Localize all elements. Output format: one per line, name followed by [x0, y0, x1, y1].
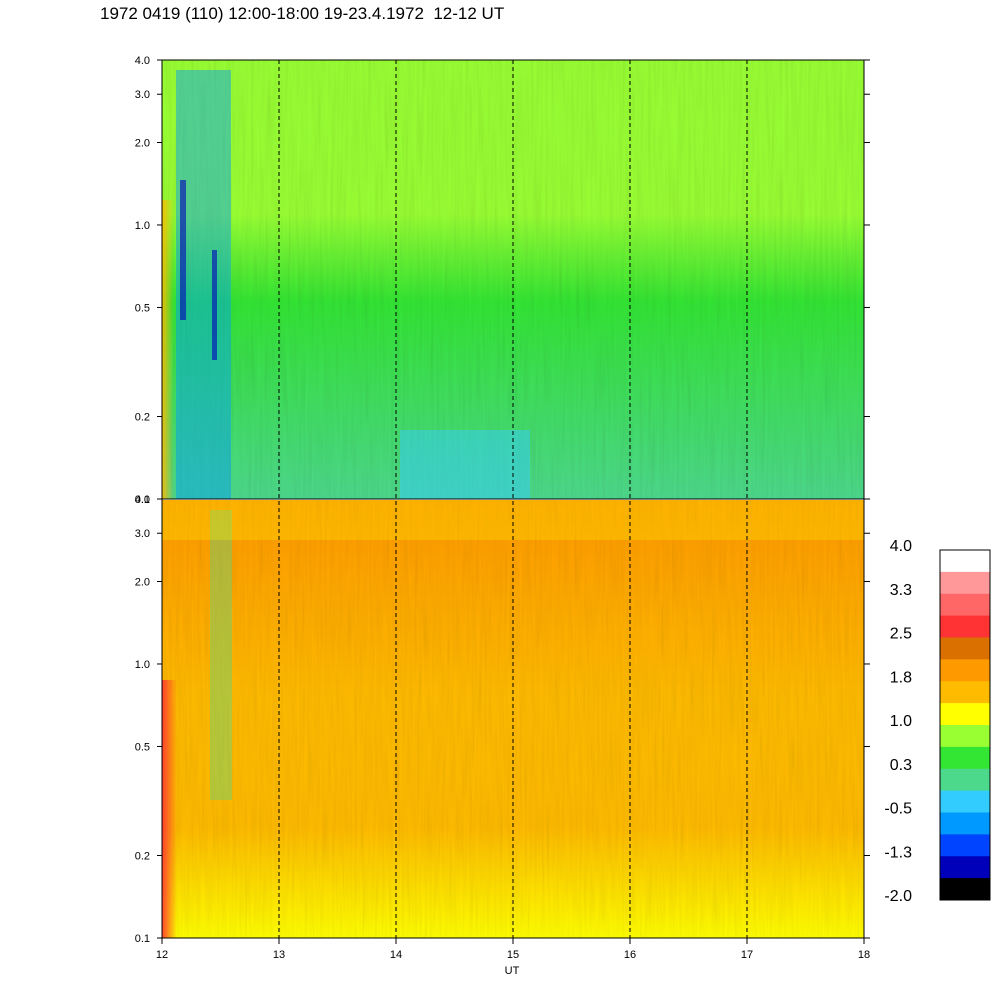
colorbar-label: -0.5 — [884, 801, 912, 818]
colorbar-label: 1.8 — [890, 669, 912, 686]
y-tick-label: 0.2 — [135, 851, 150, 863]
chart-title: 1972 0419 (110) 12:00-18:00 19-23.4.1972… — [100, 4, 505, 23]
x-tick-label: 16 — [624, 949, 636, 961]
x-axis-label: UT — [505, 965, 520, 977]
x-tick-label: 13 — [273, 949, 285, 961]
colorbar-swatch — [940, 571, 990, 595]
colorbar-label: 4.0 — [890, 538, 912, 555]
x-tick-label: 17 — [741, 949, 753, 961]
colorbar-swatch — [940, 768, 990, 792]
y-tick-label: 0.5 — [135, 741, 150, 753]
y-tick-label: 4.0 — [135, 55, 150, 67]
colorbar-swatch — [940, 615, 990, 638]
colorbar-swatch — [940, 856, 990, 879]
x-axis-ticks: 12 13 14 15 16 17 18 — [156, 938, 870, 961]
colorbar-label: -2.0 — [884, 888, 912, 905]
x-tick-label: 15 — [507, 949, 519, 961]
colorbar-labels: 4.0 3.3 2.5 1.8 1.0 0.3 -0.5 -1.3 -2.0 — [884, 538, 912, 905]
colorbar-label: 2.5 — [890, 626, 912, 643]
y-tick-label: 4.0 — [135, 494, 150, 506]
y-tick-label: 0.1 — [135, 494, 150, 506]
colorbar-swatch — [940, 550, 990, 573]
colorbar-swatch — [940, 834, 990, 857]
colorbar-label: 1.0 — [890, 713, 912, 730]
colorbar-label: 0.3 — [890, 757, 912, 774]
y-tick-label: 0.2 — [135, 412, 150, 424]
x-tick-label: 14 — [390, 949, 402, 961]
colorbar-frame — [939, 549, 991, 901]
y-tick-label: 2.0 — [135, 137, 150, 149]
colorbar-label: -1.3 — [884, 844, 912, 861]
colorbar-swatch — [940, 812, 990, 835]
y-tick-label: 1.0 — [135, 659, 150, 671]
colorbar-swatch — [940, 790, 990, 813]
y-axis-ticks: 4.03.02.01.00.50.20.14.03.02.01.00.50.20… — [135, 55, 870, 945]
colorbar-swatch — [940, 681, 990, 704]
x-tick-label: 12 — [156, 949, 168, 961]
colorbar-swatch — [940, 746, 990, 770]
y-tick-label: 3.0 — [135, 89, 150, 101]
colorbar-swatch — [940, 725, 990, 748]
y-tick-label: 0.5 — [135, 302, 150, 314]
y-tick-label: 2.0 — [135, 576, 150, 588]
colorbar-swatch — [940, 878, 990, 901]
colorbar-swatch — [940, 659, 990, 682]
colorbar-swatch — [940, 637, 990, 660]
y-tick-label: 0.1 — [135, 933, 150, 945]
y-tick-label: 1.0 — [135, 220, 150, 232]
y-tick-label: 3.0 — [135, 528, 150, 540]
colorbar — [939, 549, 991, 901]
colorbar-swatch — [940, 593, 990, 617]
colorbar-label: 3.3 — [890, 582, 912, 599]
x-tick-label: 18 — [858, 949, 870, 961]
colorbar-swatch — [940, 703, 990, 726]
hour-dashed-lines — [278, 60, 748, 938]
